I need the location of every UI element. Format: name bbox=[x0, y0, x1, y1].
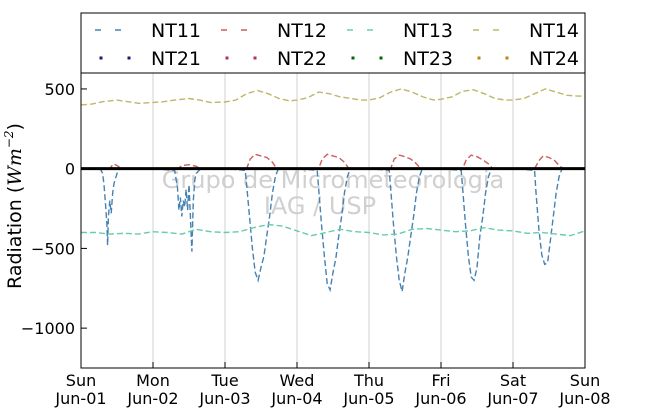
legend-swatch bbox=[379, 56, 383, 60]
legend-swatch bbox=[99, 56, 103, 60]
watermark-line-1: Grupo de Micrometeorologia bbox=[162, 166, 504, 194]
x-axis: SunJun-01MonJun-02TueJun-03WedJun-04ThuJ… bbox=[54, 362, 611, 408]
x-tick-label-day: Thu bbox=[353, 371, 384, 390]
y-axis-label: Radiation (Wm−2) bbox=[2, 123, 26, 289]
x-tick-label-day: Tue bbox=[210, 371, 238, 390]
x-tick-label-date: Jun-08 bbox=[558, 389, 610, 408]
x-tick-label-date: Jun-03 bbox=[198, 389, 250, 408]
legend-swatch bbox=[505, 56, 509, 60]
y-tick-label: 500 bbox=[44, 80, 75, 99]
legend-swatch bbox=[225, 56, 229, 60]
x-tick-label-date: Jun-07 bbox=[486, 389, 538, 408]
x-tick-label-date: Jun-05 bbox=[342, 389, 394, 408]
y-axis-label-unit: Wm bbox=[4, 148, 26, 186]
x-tick-label-date: Jun-02 bbox=[126, 389, 178, 408]
series-line-nt14 bbox=[80, 88, 585, 106]
legend-label: NT12 bbox=[277, 20, 327, 42]
x-tick-label-day: Sat bbox=[500, 371, 526, 390]
x-grid bbox=[152, 73, 514, 368]
x-tick-label-date: Jun-01 bbox=[54, 389, 106, 408]
legend-item-nt24: NT24 bbox=[477, 48, 579, 70]
y-tick-label: −500 bbox=[31, 239, 75, 258]
legend: NT11 NT12 NT13 NT14 NT21 NT22 NT23 NT24 bbox=[80, 12, 586, 74]
legend-label: NT11 bbox=[151, 20, 201, 42]
legend-label: NT22 bbox=[277, 48, 327, 70]
x-tick-label-day: Sun bbox=[570, 371, 600, 390]
legend-item-nt11: NT11 bbox=[89, 20, 201, 42]
legend-swatch bbox=[477, 56, 481, 60]
y-axis-label-exponent: −2 bbox=[2, 130, 16, 148]
legend-box bbox=[80, 12, 586, 74]
x-tick-label-day: Fri bbox=[431, 371, 450, 390]
x-tick-label-day: Sun bbox=[66, 371, 96, 390]
x-tick-label-date: Jun-04 bbox=[270, 389, 322, 408]
x-tick-label-day: Mon bbox=[136, 371, 170, 390]
legend-item-nt23: NT23 bbox=[351, 48, 453, 70]
watermark: Grupo de Micrometeorologia IAG / USP bbox=[162, 166, 504, 220]
y-axis-label-prefix: Radiation ( bbox=[4, 186, 26, 289]
legend-swatch bbox=[253, 56, 257, 60]
legend-item-nt12: NT12 bbox=[215, 20, 327, 42]
plot-frame bbox=[80, 72, 586, 369]
y-axis-label-suffix: ) bbox=[4, 123, 26, 130]
legend-label: NT13 bbox=[403, 20, 453, 42]
legend-swatch bbox=[127, 56, 131, 60]
legend-swatch bbox=[351, 56, 355, 60]
watermark-line-2: IAG / USP bbox=[264, 192, 376, 220]
legend-label: NT24 bbox=[529, 48, 579, 70]
legend-label: NT23 bbox=[403, 48, 453, 70]
legend-item-nt22: NT22 bbox=[225, 48, 327, 70]
legend-item-nt14: NT14 bbox=[467, 20, 579, 42]
legend-label: NT21 bbox=[151, 48, 201, 70]
y-axis: 500 0 −500 −1000 bbox=[21, 80, 87, 338]
legend-item-nt21: NT21 bbox=[99, 48, 201, 70]
series-line-nt13 bbox=[81, 223, 586, 237]
y-tick-label: 0 bbox=[65, 160, 75, 179]
legend-item-nt13: NT13 bbox=[341, 20, 453, 42]
legend-label: NT14 bbox=[529, 20, 579, 42]
y-tick-label: −1000 bbox=[21, 319, 75, 338]
x-tick-label-day: Wed bbox=[280, 371, 315, 390]
x-tick-label-date: Jun-06 bbox=[414, 389, 466, 408]
